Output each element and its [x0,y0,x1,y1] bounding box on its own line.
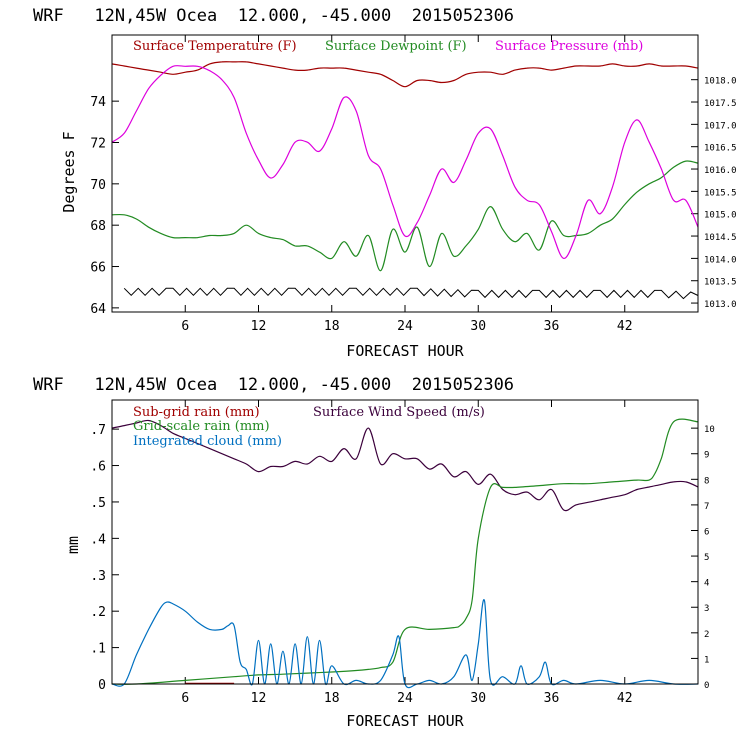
x-tick-label: 36 [544,691,560,706]
y2-tick-label: 1016.0 [704,166,737,176]
y-tick-label: 72 [90,136,106,151]
x-axis-label: FORECAST HOUR [346,342,464,360]
chart-title: WRF 12N,45W Ocea 12.000, -45.000 2015052… [33,375,514,395]
y-tick-label: 66 [90,261,106,276]
legend-sub-grid-rain: Sub-grid rain (mm) [133,405,260,420]
series-line-surface-dewpoint-f [111,160,699,272]
series-line-grid-scale-rain-mm [111,418,699,685]
plot-series [111,61,699,300]
legend-surface-wind-speed: Surface Wind Speed (m/s) [313,405,485,420]
y2-tick-label: 1013.5 [704,278,737,288]
y2-tick-label: 10 [704,425,715,435]
legend-surface-pressure: Surface Pressure (mb) [495,39,643,54]
legend: Sub-grid rain (mm) Surface Wind Speed (m… [133,405,485,449]
plot-series [111,418,699,689]
y-tick-label: .4 [90,532,106,547]
chart-rain-wind: WRF 12N,45W Ocea 12.000, -45.000 2015052… [33,375,715,730]
chart-title: WRF 12N,45W Ocea 12.000, -45.000 2015052… [33,6,514,26]
y2-tick-label: 7 [704,502,709,512]
x-tick-label: 24 [397,319,413,334]
y-tick-label: 0 [98,678,106,693]
y-tick-label: 64 [90,302,106,317]
plot-frame [111,34,699,313]
x-axis-label: FORECAST HOUR [346,712,464,730]
y2-tick-label: 9 [704,451,709,461]
y-tick-label: .6 [90,460,106,475]
legend-surface-dewpoint: Surface Dewpoint (F) [325,39,467,54]
legend-surface-temperature: Surface Temperature (F) [133,39,297,54]
y-tick-label: .7 [90,423,106,438]
y2-tick-label: 3 [704,604,709,614]
series-line-surface-pressure-mb [111,65,699,259]
x-tick-label: 42 [617,691,633,706]
y2-tick-label: 1015.0 [704,211,737,221]
legend-integrated-cloud: Integrated cloud (mm) [133,434,282,449]
y2-tick-label: 0 [704,681,709,691]
x-tick-label: 6 [181,319,189,334]
y2-tick-label: 4 [704,579,709,589]
series-line-series [123,287,699,300]
series-line-integrated-cloud-mm [111,599,699,689]
x-tick-label: 12 [251,319,267,334]
y2-tick-label: 1 [704,655,709,665]
y2-tick-label: 2 [704,630,709,640]
y-tick-label: 70 [90,178,106,193]
y2-tick-label: 1015.5 [704,188,737,198]
x-tick-label: 18 [324,691,340,706]
y2-tick-label: 1017.0 [704,121,737,131]
y2-tick-label: 1018.0 [704,77,737,87]
y-tick-label: .5 [90,496,106,511]
y-axis-label: mm [64,536,82,554]
x-tick-label: 30 [470,691,486,706]
x-tick-label: 18 [324,319,340,334]
x-tick-label: 24 [397,691,413,706]
y2-tick-label: 1013.0 [704,300,737,310]
x-tick-label: 36 [544,319,560,334]
y-tick-label: .1 [90,642,106,657]
series-line-surface-wind-speed-m-s [111,419,699,512]
y-axis-label: Degrees F [60,131,78,212]
y2-tick-label: 1016.5 [704,144,737,154]
plot-frame [111,399,699,685]
y2-tick-label: 1014.5 [704,233,737,243]
series-line-surface-temperature-f [111,61,699,88]
y-tick-label: 68 [90,219,106,234]
x-tick-label: 30 [470,319,486,334]
y-tick-label: .3 [90,569,106,584]
y2-tick-label: 1017.5 [704,99,737,109]
chart-temperature-pressure: WRF 12N,45W Ocea 12.000, -45.000 2015052… [33,6,737,360]
y2-tick-label: 5 [704,553,709,563]
y2-tick-label: 8 [704,476,709,486]
y2-tick-label: 6 [704,527,709,537]
legend: Surface Temperature (F) Surface Dewpoint… [133,39,643,54]
x-tick-label: 6 [181,691,189,706]
axis-ticks: 6 12 18 24 30 36 42 64 66 68 70 72 74 1013.0 1013.5 101… [90,35,737,334]
x-tick-label: 12 [251,691,267,706]
y2-tick-label: 1014.0 [704,255,737,265]
legend-grid-scale-rain: Grid-scale rain (mm) [133,419,270,434]
x-tick-label: 42 [617,319,633,334]
y-tick-label: .2 [90,605,106,620]
y-tick-label: 74 [90,95,106,110]
